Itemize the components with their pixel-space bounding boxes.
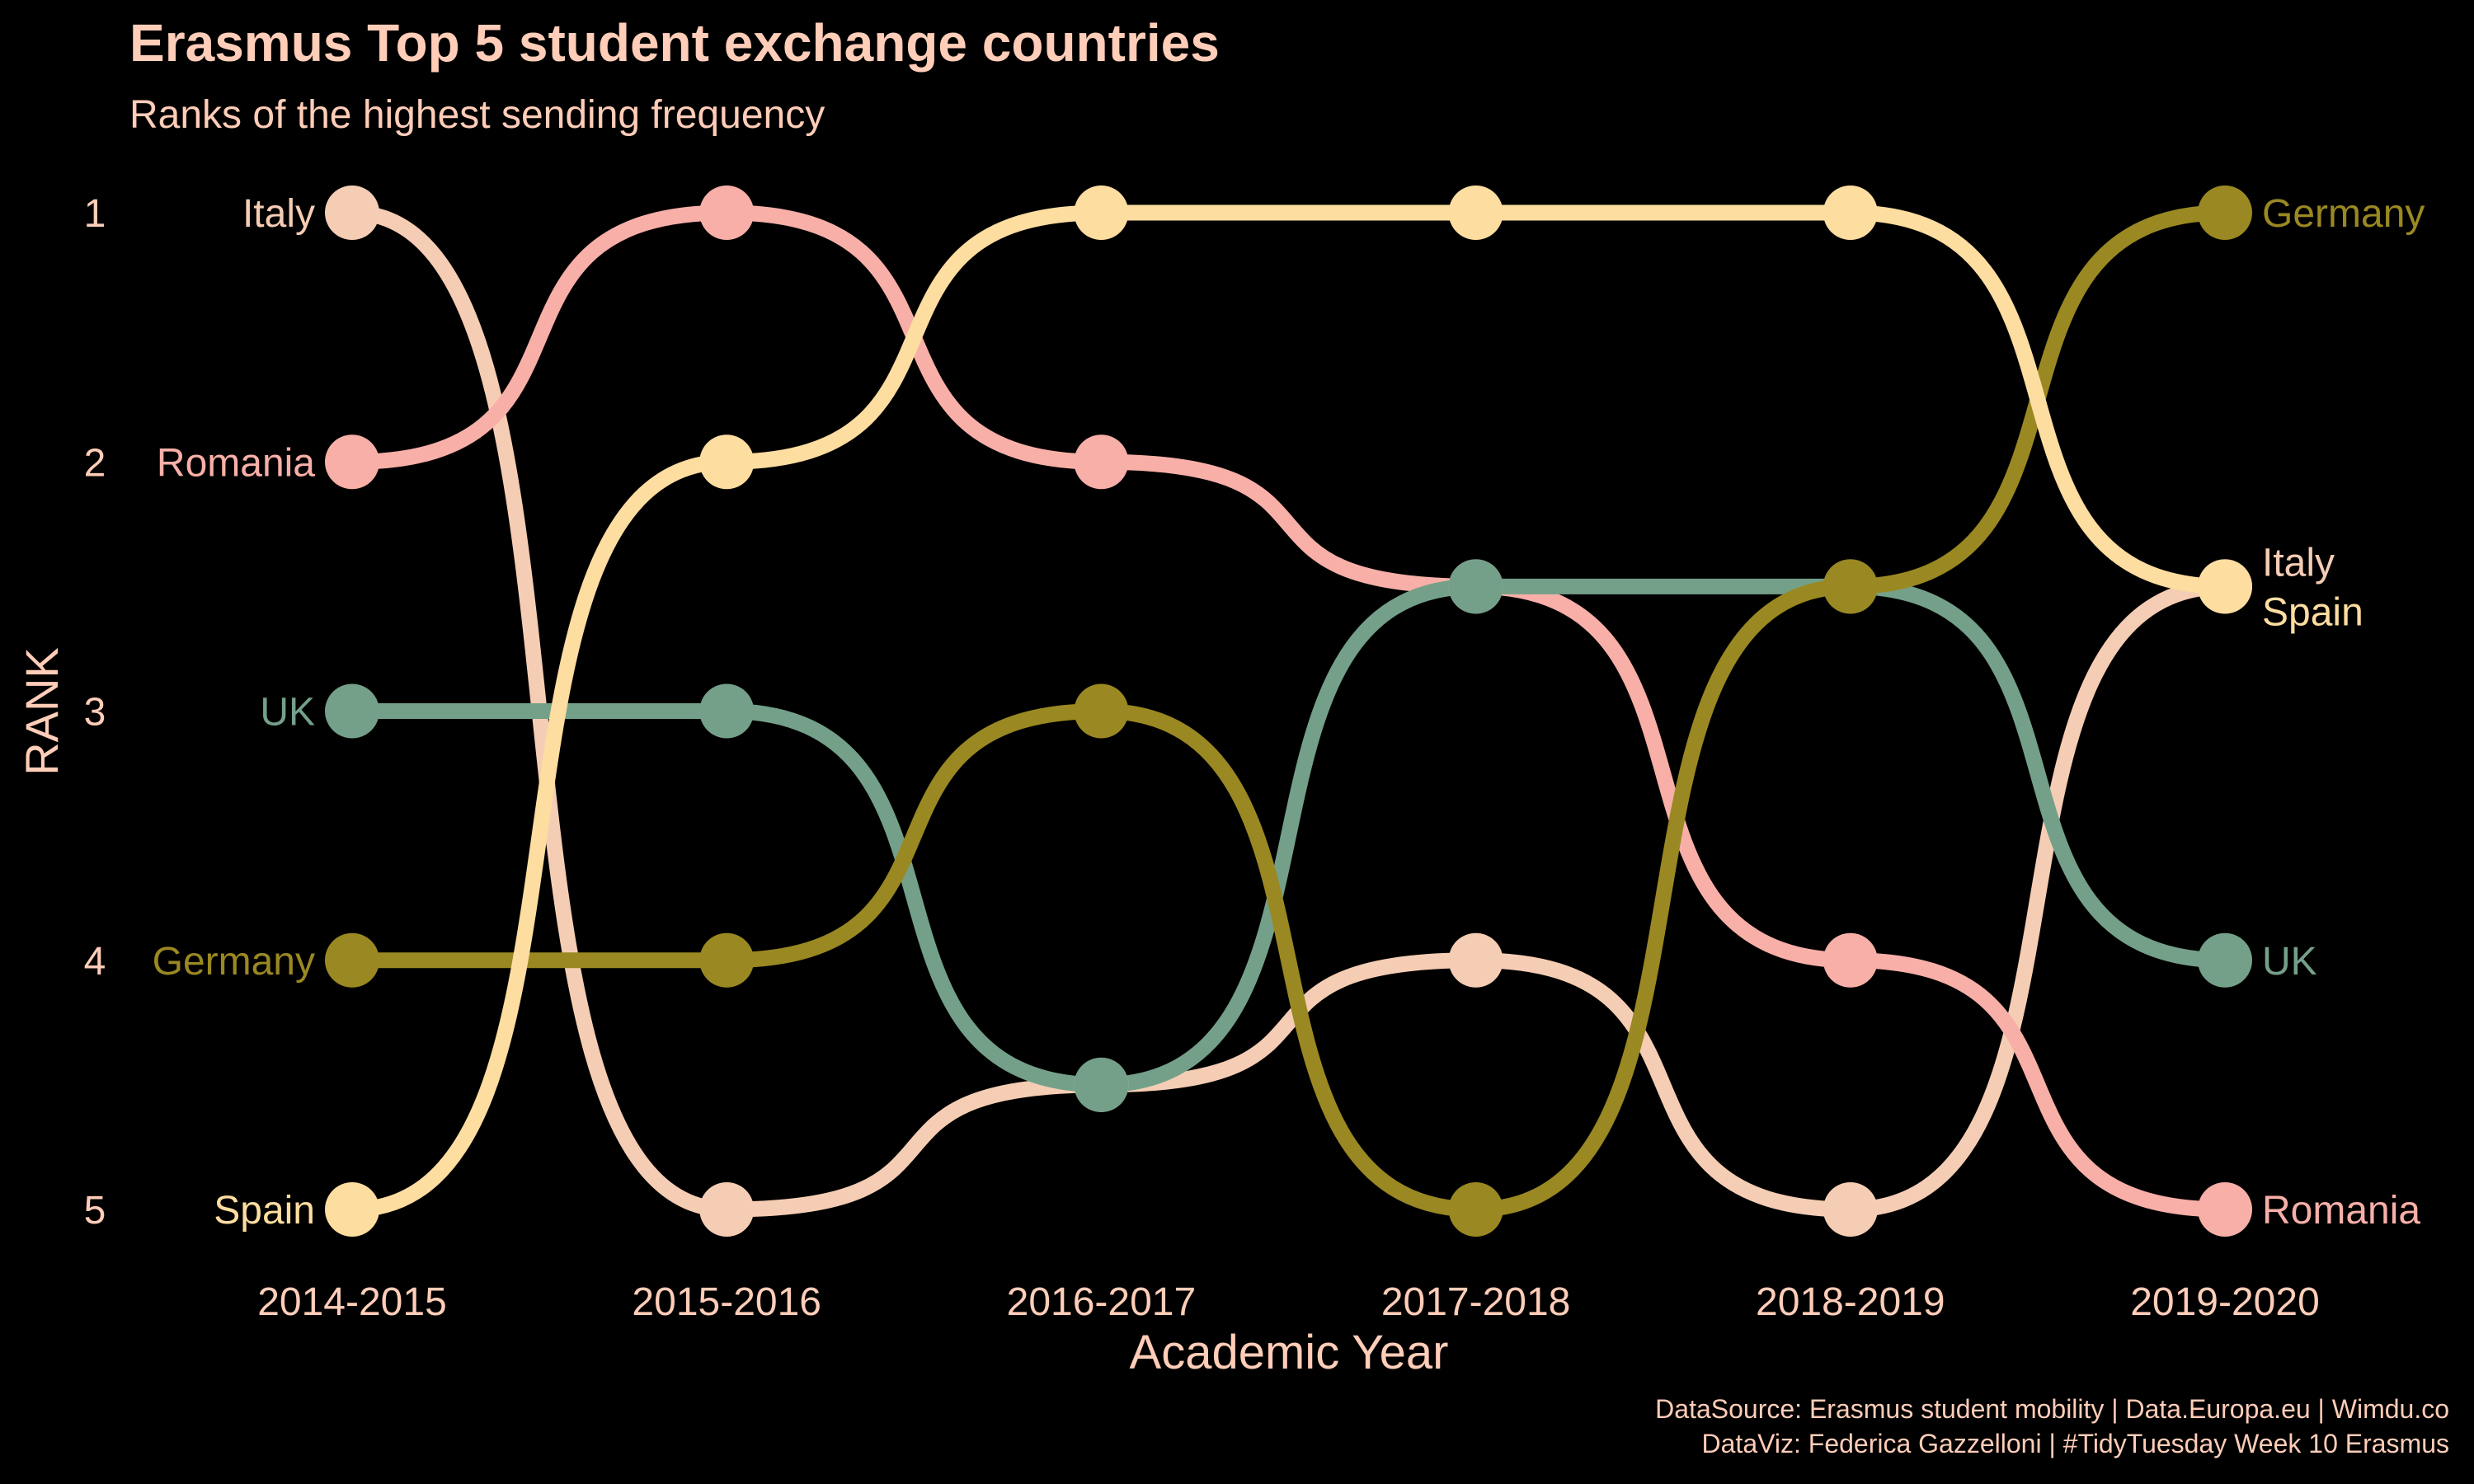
data-point-germany xyxy=(325,932,379,988)
end-label-uk: UK xyxy=(2262,940,2317,984)
data-point-uk xyxy=(699,683,755,739)
y-tick-label: 4 xyxy=(84,940,106,984)
data-point-italy xyxy=(1823,1182,1878,1237)
series-line-uk xyxy=(344,578,2233,1093)
y-tick-label: 3 xyxy=(84,691,106,735)
y-axis-title: RANK xyxy=(16,647,68,776)
data-point-uk xyxy=(2198,932,2252,988)
series-line-spain xyxy=(344,204,2233,1218)
data-point-italy xyxy=(325,186,379,240)
end-label-spain: Spain xyxy=(2262,590,2363,634)
series-line-romania xyxy=(344,204,2233,1218)
x-tick-label: 2016-2017 xyxy=(1007,1280,1197,1324)
y-tick-label: 1 xyxy=(84,192,106,236)
data-point-germany xyxy=(699,932,755,988)
data-point-spain xyxy=(1074,186,1129,240)
data-point-italy xyxy=(1448,932,1503,988)
y-tick-label: 2 xyxy=(84,441,106,485)
start-label-uk: UK xyxy=(260,691,315,735)
x-tick-label: 2017-2018 xyxy=(1381,1280,1571,1324)
start-label-italy: Italy xyxy=(242,192,315,236)
data-point-romania xyxy=(699,186,755,240)
data-point-uk xyxy=(325,683,379,739)
data-point-romania xyxy=(325,434,379,490)
end-label-italy: Italy xyxy=(2262,541,2335,585)
chart-subtitle: Ranks of the highest sending frequency xyxy=(129,93,825,137)
x-tick-label: 2015-2016 xyxy=(632,1280,821,1324)
data-point-germany xyxy=(1074,683,1129,739)
x-tick-label: 2019-2020 xyxy=(2130,1280,2320,1324)
caption-line-2: DataViz: Federica Gazzelloni | #TidyTues… xyxy=(1702,1429,2449,1458)
x-axis-title: Academic Year xyxy=(1130,1326,1449,1379)
y-tick-label: 5 xyxy=(84,1189,106,1233)
x-tick-label: 2018-2019 xyxy=(1756,1280,1945,1324)
data-point-spain xyxy=(1823,186,1878,240)
data-point-uk xyxy=(1448,559,1503,614)
x-tick-label: 2014-2015 xyxy=(257,1280,447,1324)
data-point-spain xyxy=(325,1182,379,1237)
end-label-romania: Romania xyxy=(2262,1189,2420,1233)
data-point-germany xyxy=(1448,1182,1503,1237)
start-label-germany: Germany xyxy=(153,940,315,984)
start-label-romania: Romania xyxy=(157,441,315,485)
end-label-germany: Germany xyxy=(2262,192,2425,236)
caption-line-1: DataSource: Erasmus student mobility | D… xyxy=(1655,1394,2449,1424)
data-point-romania xyxy=(1823,932,1878,988)
data-point-spain xyxy=(699,434,755,490)
data-point-germany xyxy=(1823,559,1878,614)
data-point-romania xyxy=(2198,1182,2252,1237)
data-point-spain xyxy=(1448,186,1503,240)
start-label-spain: Spain xyxy=(214,1189,315,1233)
data-point-uk xyxy=(1074,1057,1129,1112)
data-point-romania xyxy=(1074,434,1129,490)
data-point-spain xyxy=(2198,559,2252,614)
series-line-italy xyxy=(344,204,2233,1218)
data-point-germany xyxy=(2198,186,2252,240)
data-point-italy xyxy=(699,1182,755,1237)
chart-title: Erasmus Top 5 student exchange countries xyxy=(129,13,1220,73)
